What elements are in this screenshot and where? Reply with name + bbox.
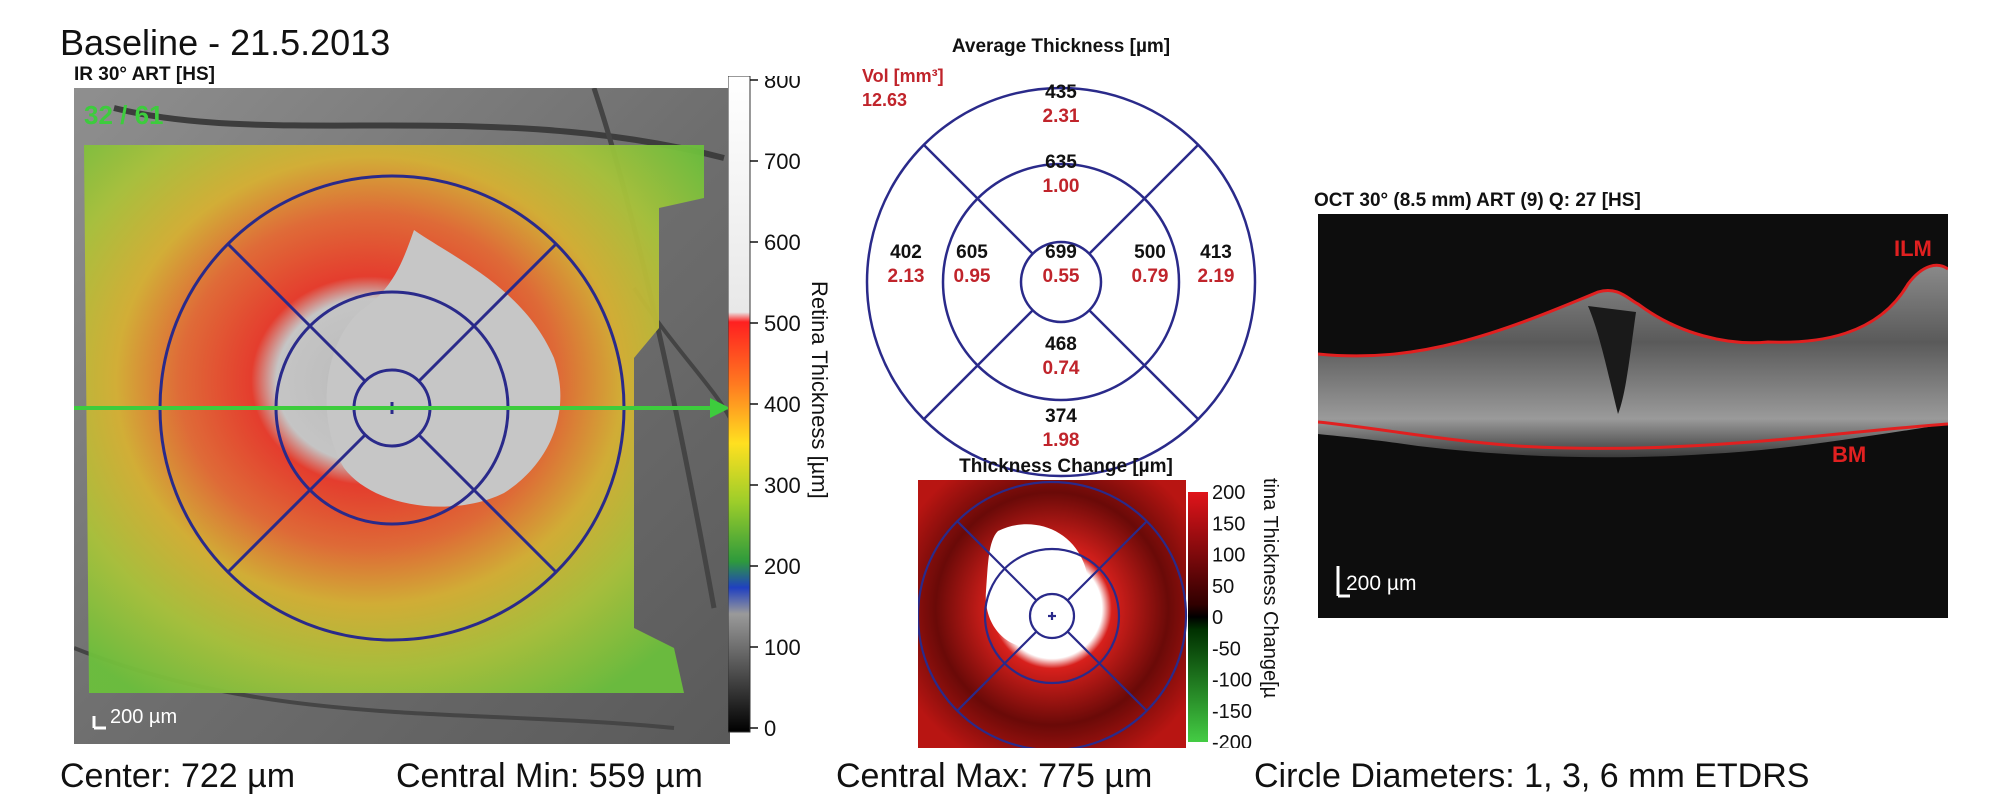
color-scale-tick-label: 0 <box>764 716 776 738</box>
color-scale-tick-label: 500 <box>764 311 801 336</box>
etdrs-title: Average Thickness [µm] <box>952 36 1170 57</box>
retina-tissue <box>1318 265 1948 458</box>
oct-scale-bar-label: 200 µm <box>1346 572 1416 595</box>
sector-thickness-nasal-inner: 500 <box>1134 242 1166 263</box>
ilm-segmentation-line <box>1318 263 1948 358</box>
bm-label: BM <box>1832 442 1866 467</box>
fundus-thickness-map: 32 / 61 200 µm <box>74 88 730 744</box>
central-max-thickness: Central Max: 775 µm <box>836 757 1153 795</box>
sector-volume-center: 0.55 <box>1043 266 1080 287</box>
thickness-color-scale: 800 700 600 500 400 300 200 100 0 Retina Thickne… <box>728 76 832 738</box>
total-volume: 12.63 <box>862 90 907 110</box>
ilm-label: ILM <box>1894 236 1932 261</box>
central-min-thickness: Central Min: 559 µm <box>396 757 703 795</box>
bm-segmentation-line <box>1318 420 1948 450</box>
sector-volume-temporal-inner: 0.95 <box>954 266 991 287</box>
sector-thickness-inferior-inner: 468 <box>1045 334 1077 355</box>
color-scale-title: Retina Thickness [µm] <box>807 281 832 499</box>
change-scale-tick-label: -50 <box>1212 638 1241 660</box>
etdrs-circles <box>865 86 1257 478</box>
sector-thickness-nasal-outer: 413 <box>1200 242 1232 263</box>
color-scale-tick-label: 700 <box>764 149 801 174</box>
sector-volume-superior-inner: 1.00 <box>1043 176 1080 197</box>
sector-thickness-inferior-outer: 374 <box>1045 406 1077 427</box>
retinal-vessel <box>113 105 725 161</box>
sector-volume-inferior-outer: 1.98 <box>1043 430 1080 451</box>
ir-image-label: IR 30° ART [HS] <box>74 64 215 85</box>
center-thickness: Center: 722 µm <box>60 757 296 795</box>
change-scale-tick-label: -150 <box>1212 701 1252 723</box>
scale-bar-label: 200 µm <box>110 706 177 728</box>
oct-scan-label: OCT 30° (8.5 mm) ART (9) Q: 27 [HS] <box>1314 190 1641 211</box>
change-color-bar <box>1188 492 1208 742</box>
color-scale-tick-label: 100 <box>764 635 801 660</box>
sector-thickness-center: 699 <box>1045 242 1077 263</box>
sector-volume-inferior-inner: 0.74 <box>1043 358 1080 379</box>
etdrs-average-thickness-map: Average Thickness [µm] Vol [mm³] 12.63 4… <box>862 36 1257 478</box>
sector-volume-superior-outer: 2.31 <box>1043 106 1080 127</box>
change-scale-tick-label: -100 <box>1212 670 1252 692</box>
change-scale-tick-label: 0 <box>1212 607 1223 629</box>
sector-thickness-temporal-outer: 402 <box>890 242 922 263</box>
frame-counter: 32 / 61 <box>84 100 164 130</box>
volume-label: Vol [mm³] <box>862 66 944 86</box>
change-scale-title: tina Thickness Change[µ <box>1259 478 1281 699</box>
sector-thickness-superior-inner: 635 <box>1045 152 1077 173</box>
sector-volume-nasal-inner: 0.79 <box>1132 266 1169 287</box>
report-title: Baseline - 21.5.2013 <box>60 22 391 63</box>
oct-bscan-image: ILM BM 200 µm <box>1318 214 1948 618</box>
change-scale-tick-label: 50 <box>1212 576 1234 598</box>
cystoid-space <box>1588 306 1636 414</box>
color-scale-tick-label: 600 <box>764 230 801 255</box>
color-bar <box>728 76 751 733</box>
change-scale-tick-label: 200 <box>1212 482 1245 504</box>
sector-thickness-superior-outer: 435 <box>1045 82 1077 103</box>
change-scale-tick-label: -200 <box>1212 732 1252 748</box>
color-scale-tick-label: 800 <box>764 76 801 93</box>
sector-volume-nasal-outer: 2.19 <box>1198 266 1235 287</box>
change-fluid-region <box>985 524 1089 648</box>
circle-diameters: Circle Diameters: 1, 3, 6 mm ETDRS <box>1254 757 1810 795</box>
sector-thickness-temporal-inner: 605 <box>956 242 988 263</box>
sector-volume-temporal-outer: 2.13 <box>888 266 925 287</box>
oct-scale-bar <box>1336 566 1350 598</box>
color-scale-tick-label: 200 <box>764 554 801 579</box>
thickness-change-map: Thickness Change [µm] <box>918 456 1281 748</box>
change-map-title: Thickness Change [µm] <box>959 456 1173 477</box>
color-scale-tick-label: 300 <box>764 473 801 498</box>
scan-position-arrow <box>74 398 730 418</box>
color-scale-tick-label: 400 <box>764 392 801 417</box>
change-etdrs-grid <box>918 480 1188 748</box>
change-scale-tick-label: 100 <box>1212 545 1245 567</box>
scale-bar <box>92 716 106 730</box>
change-scale-tick-label: 150 <box>1212 513 1245 535</box>
